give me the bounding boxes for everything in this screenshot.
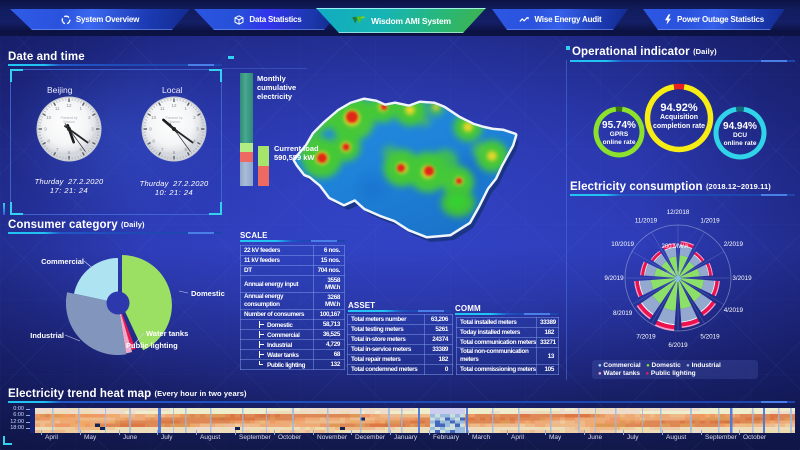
svg-text:10: 10	[46, 115, 52, 120]
svg-text:8: 8	[152, 138, 155, 143]
svg-text:5: 5	[185, 147, 188, 152]
svg-text:9/2019: 9/2019	[604, 275, 624, 282]
svg-text:10/2019: 10/2019	[611, 241, 634, 248]
svg-text:12: 12	[171, 103, 177, 108]
svg-text:11: 11	[160, 106, 165, 111]
svg-text:1: 1	[80, 106, 83, 111]
svg-text:4: 4	[88, 138, 91, 143]
svg-text:4/2019: 4/2019	[724, 307, 744, 314]
svg-text:11/2019: 11/2019	[635, 218, 658, 225]
svg-text:7: 7	[161, 147, 164, 152]
svg-text:200 MW.h: 200 MW.h	[661, 244, 688, 250]
svg-text:8: 8	[47, 138, 50, 143]
svg-text:3/2019: 3/2019	[732, 275, 752, 282]
svg-text:2: 2	[88, 115, 91, 120]
svg-text:3: 3	[91, 127, 94, 132]
svg-text:Industrial: Industrial	[30, 331, 64, 340]
svg-text:8/2019: 8/2019	[613, 310, 633, 317]
svg-text:Public lighting: Public lighting	[126, 341, 178, 350]
svg-text:Powered by: Powered by	[61, 116, 78, 120]
svg-text:4: 4	[193, 138, 196, 143]
svg-text:1/2019: 1/2019	[700, 218, 720, 225]
svg-text:9: 9	[44, 127, 47, 132]
svg-text:Water tanks: Water tanks	[146, 329, 188, 338]
svg-text:2: 2	[193, 115, 196, 120]
svg-text:6/2019: 6/2019	[668, 342, 688, 349]
svg-text:9: 9	[149, 127, 152, 132]
svg-text:7: 7	[56, 147, 59, 152]
svg-text:6: 6	[68, 150, 71, 155]
svg-text:1: 1	[185, 106, 188, 111]
svg-text:Wisdom: Wisdom	[168, 120, 180, 124]
svg-text:0 MW.h: 0 MW.h	[662, 271, 681, 277]
svg-text:7/2019: 7/2019	[636, 333, 656, 340]
svg-text:5: 5	[80, 147, 83, 152]
svg-text:12/2018: 12/2018	[667, 209, 690, 216]
svg-text:3: 3	[196, 127, 199, 132]
svg-text:Wisdom: Wisdom	[63, 120, 75, 124]
svg-text:Domestic: Domestic	[191, 289, 225, 298]
svg-text:12: 12	[66, 103, 72, 108]
svg-text:2/2019: 2/2019	[724, 241, 744, 248]
svg-text:10: 10	[151, 115, 157, 120]
svg-text:11: 11	[55, 106, 60, 111]
svg-text:Powered by: Powered by	[166, 116, 183, 120]
svg-text:5/2019: 5/2019	[700, 333, 720, 340]
svg-text:Commercial: Commercial	[41, 257, 84, 266]
svg-text:6: 6	[173, 150, 176, 155]
